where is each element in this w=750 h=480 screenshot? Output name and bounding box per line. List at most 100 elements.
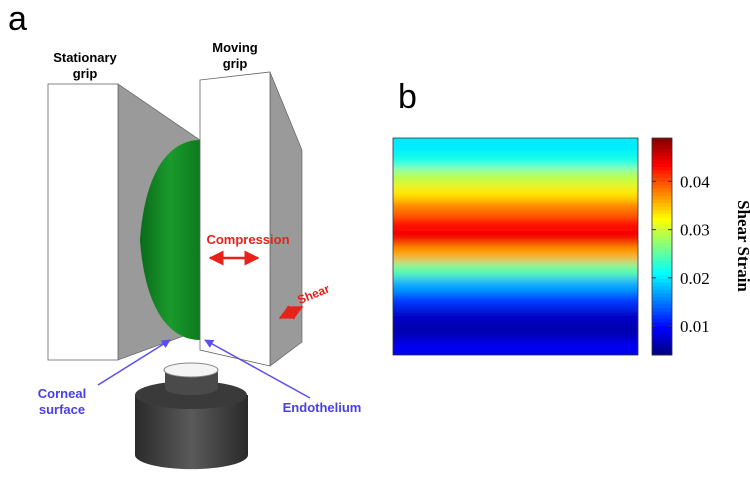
colorbar-segment — [652, 250, 672, 255]
heatmap-row — [393, 231, 638, 248]
colorbar-segment — [652, 271, 672, 276]
grip-label: grip — [73, 66, 98, 81]
colorbar-segment — [652, 246, 672, 251]
colorbar-segment — [652, 315, 672, 320]
corneal-label: Corneal — [38, 386, 86, 401]
corneal-label: surface — [39, 402, 85, 417]
colorbar-segment — [652, 253, 672, 258]
colorbar-segment — [652, 322, 672, 327]
colorbar-segment — [652, 170, 672, 175]
colorbar-segment — [652, 145, 672, 150]
colorbar-segment — [652, 192, 672, 197]
colorbar-segment — [652, 195, 672, 200]
objective-lens — [163, 362, 219, 378]
colorbar-segment — [652, 235, 672, 240]
heatmap-row — [393, 324, 638, 341]
colorbar-segment — [652, 318, 672, 323]
heatmap-row — [393, 153, 638, 170]
colorbar-segment — [652, 185, 672, 190]
colorbar-segment — [652, 279, 672, 284]
colorbar-segment — [652, 181, 672, 186]
colorbar-segment — [652, 148, 672, 153]
colorbar-segment — [652, 156, 672, 161]
colorbar-segment — [652, 289, 672, 295]
colorbar-tick-label: 0.03 — [680, 221, 710, 240]
colorbar-segment — [652, 329, 672, 334]
heatmap-row — [393, 138, 638, 155]
colorbar-segment — [652, 138, 672, 143]
colorbar-tick-label: 0.01 — [680, 317, 710, 336]
shear-arrow — [278, 305, 304, 320]
colorbar-segment — [652, 206, 672, 211]
colorbar-tick-label: 0.04 — [680, 172, 710, 191]
colorbar-segment — [652, 152, 672, 157]
colorbar-segment — [652, 293, 672, 298]
colorbar-segment — [652, 163, 672, 168]
colorbar-segment — [652, 326, 672, 331]
grip-side — [269, 71, 303, 367]
colorbar-segment — [652, 311, 672, 316]
grip-label: Moving — [212, 40, 258, 55]
heatmap-row — [393, 262, 638, 279]
colorbar-segment — [652, 166, 672, 172]
pointer — [204, 339, 311, 399]
colorbar-segment — [652, 199, 672, 204]
colorbar-segment — [652, 217, 672, 222]
colorbar-segment — [652, 264, 672, 269]
heatmap-frame — [392, 137, 639, 356]
colorbar-segment — [652, 177, 672, 182]
grip-label: Stationary — [53, 50, 117, 65]
heatmap-row — [393, 293, 638, 310]
colorbar-segment — [652, 286, 672, 291]
colorbar-segment — [652, 228, 672, 233]
pointer — [97, 339, 171, 386]
colorbar-frame — [651, 137, 673, 356]
heatmap-row — [393, 200, 638, 217]
colorbar-segment — [652, 268, 672, 273]
heatmap-row — [393, 277, 638, 294]
colorbar-segment — [652, 260, 672, 266]
colorbar-segment — [652, 213, 672, 219]
colorbar-segment — [652, 275, 672, 280]
objective — [135, 395, 248, 470]
colorbar-segment — [652, 141, 672, 146]
compression-label: Compression — [206, 232, 289, 247]
colorbar-segment — [652, 221, 672, 226]
colorbar-segment — [652, 257, 672, 262]
colorbar-segment — [652, 344, 672, 349]
heatmap-row — [393, 215, 638, 232]
heatmap-row — [393, 184, 638, 201]
colorbar-segment — [652, 174, 672, 179]
colorbar-segment — [652, 333, 672, 338]
colorbar-segment — [652, 282, 672, 287]
colorbar-segment — [652, 188, 672, 193]
panel-label: b — [398, 78, 417, 116]
stationary-grip — [47, 83, 119, 361]
colorbar-segment — [652, 336, 672, 342]
colorbar-segment — [652, 203, 672, 208]
colorbar-segment — [652, 307, 672, 313]
moving-grip — [199, 71, 271, 367]
colorbar-tick-label: 0.02 — [680, 269, 710, 288]
colorbar-segment — [652, 224, 672, 229]
heatmap-row — [393, 308, 638, 325]
heatmap-row — [393, 339, 638, 355]
colorbar-segment — [652, 210, 672, 215]
colorbar-segment — [652, 304, 672, 309]
colorbar-segment — [652, 347, 672, 352]
colorbar-segment — [652, 232, 672, 237]
colorbar-segment — [652, 242, 672, 247]
colorbar-segment — [652, 159, 672, 164]
panel-label: a — [8, 0, 27, 38]
endothelium-label: Endothelium — [283, 400, 362, 415]
colorbar-segment — [652, 239, 672, 244]
colorbar-segment — [652, 340, 672, 345]
colorbar-segment — [652, 297, 672, 302]
grip-label: grip — [223, 56, 248, 71]
heatmap-row — [393, 169, 638, 186]
heatmap-row — [393, 246, 638, 263]
colorbar-segment — [652, 300, 672, 305]
colorbar-label: Shear Strain — [734, 200, 750, 292]
colorbar-segment — [652, 351, 672, 356]
